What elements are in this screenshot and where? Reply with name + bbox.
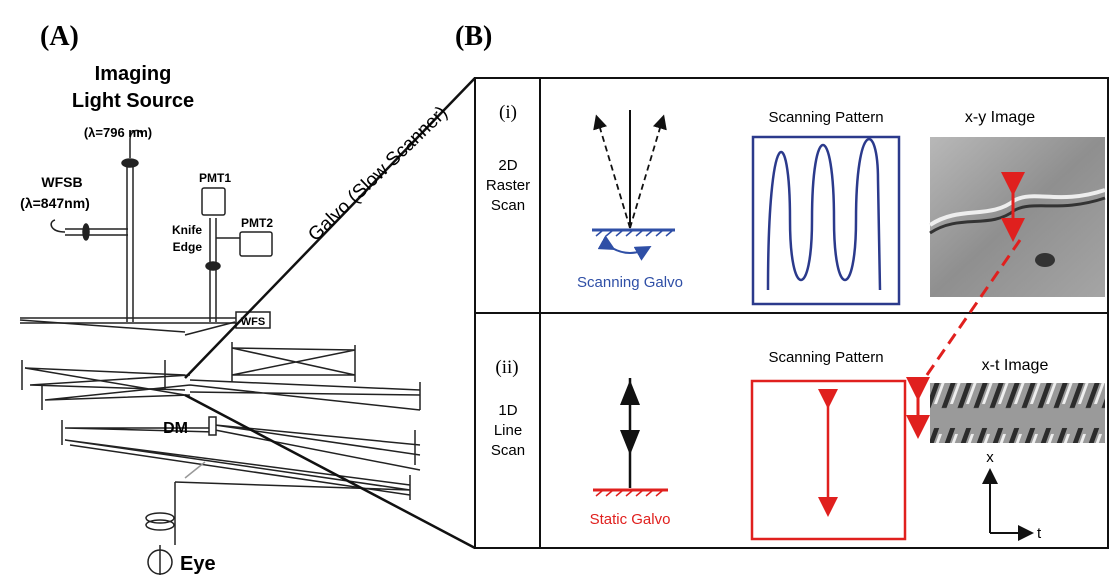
optical-setup-part — [209, 417, 216, 435]
xt-image-part — [930, 383, 1105, 443]
scan-mode: Scan — [491, 197, 525, 214]
zoom-lines-part — [185, 395, 475, 548]
scanning-galvo-part — [597, 118, 630, 228]
optical-setup-part — [127, 165, 133, 322]
xy-image-part — [1035, 253, 1055, 267]
optical-setup-part — [232, 348, 355, 375]
line-pattern — [752, 381, 905, 539]
pattern-title: Scanning Pattern — [768, 349, 883, 366]
pmt-label: PMT1 — [199, 171, 231, 185]
optical-setup-part — [83, 224, 89, 240]
galvo-caption: Scanning Galvo — [577, 274, 683, 291]
scan-mode: Line — [494, 422, 522, 439]
pattern-title: Scanning Pattern — [768, 109, 883, 126]
optical-setup-part — [51, 220, 65, 232]
xy-image — [930, 137, 1105, 297]
optical-setup-part — [185, 462, 205, 478]
panel-label: (B) — [455, 21, 492, 52]
knife-edge-label: Knife — [172, 223, 202, 237]
image-title: x-t Image — [982, 357, 1049, 374]
pmt-label: PMT2 — [241, 216, 273, 230]
eye-label: Eye — [180, 553, 216, 575]
optical-setup-part — [42, 382, 420, 410]
scan-mode: Raster — [486, 177, 530, 194]
scan-mode: 2D — [498, 157, 517, 174]
raster-pattern — [753, 137, 899, 304]
optical-setup-part — [206, 262, 220, 270]
wfsb-label: WFSB — [41, 174, 82, 190]
raster-pattern-part — [768, 139, 880, 290]
scanning-galvo-part — [596, 231, 672, 236]
knife-edge-label: Edge — [173, 240, 203, 254]
optical-setup-part — [146, 520, 174, 530]
figure: (A) (B) Imaging Light Source — [0, 0, 1115, 576]
optical-setup-part — [122, 159, 138, 167]
galvo-label: Galvo (Slow Scanner) — [304, 102, 452, 245]
optical-setup-part — [240, 232, 272, 256]
row-index: (ii) — [495, 357, 518, 378]
scan-mode: 1D — [498, 402, 517, 419]
panel-label: (A) — [40, 21, 79, 52]
scanning-galvo-part — [630, 118, 663, 228]
optical-setup-part — [65, 229, 128, 235]
row-index: (i) — [499, 102, 517, 123]
axis-label: x — [986, 449, 994, 466]
static-galvo — [593, 378, 668, 496]
optical-setup-part — [202, 188, 225, 215]
optical-setup-part — [45, 380, 420, 410]
wavelength-label: (λ=847nm) — [20, 195, 90, 211]
dm-label: DM — [163, 420, 188, 437]
galvo-caption: Static Galvo — [590, 511, 671, 528]
static-galvo-part — [596, 491, 662, 496]
zoom-lines — [185, 78, 475, 548]
scanning-galvo-part — [612, 248, 648, 253]
scan-mode: Scan — [491, 442, 525, 459]
light-source-label: Imaging — [95, 63, 172, 85]
scanning-galvo — [592, 110, 675, 253]
light-source-label: Light Source — [72, 90, 194, 112]
axis-label: t — [1037, 525, 1042, 542]
xy-image-part — [930, 137, 1105, 297]
wavelength-label: (λ=796 nm) — [84, 125, 152, 140]
image-title: x-y Image — [965, 109, 1035, 126]
